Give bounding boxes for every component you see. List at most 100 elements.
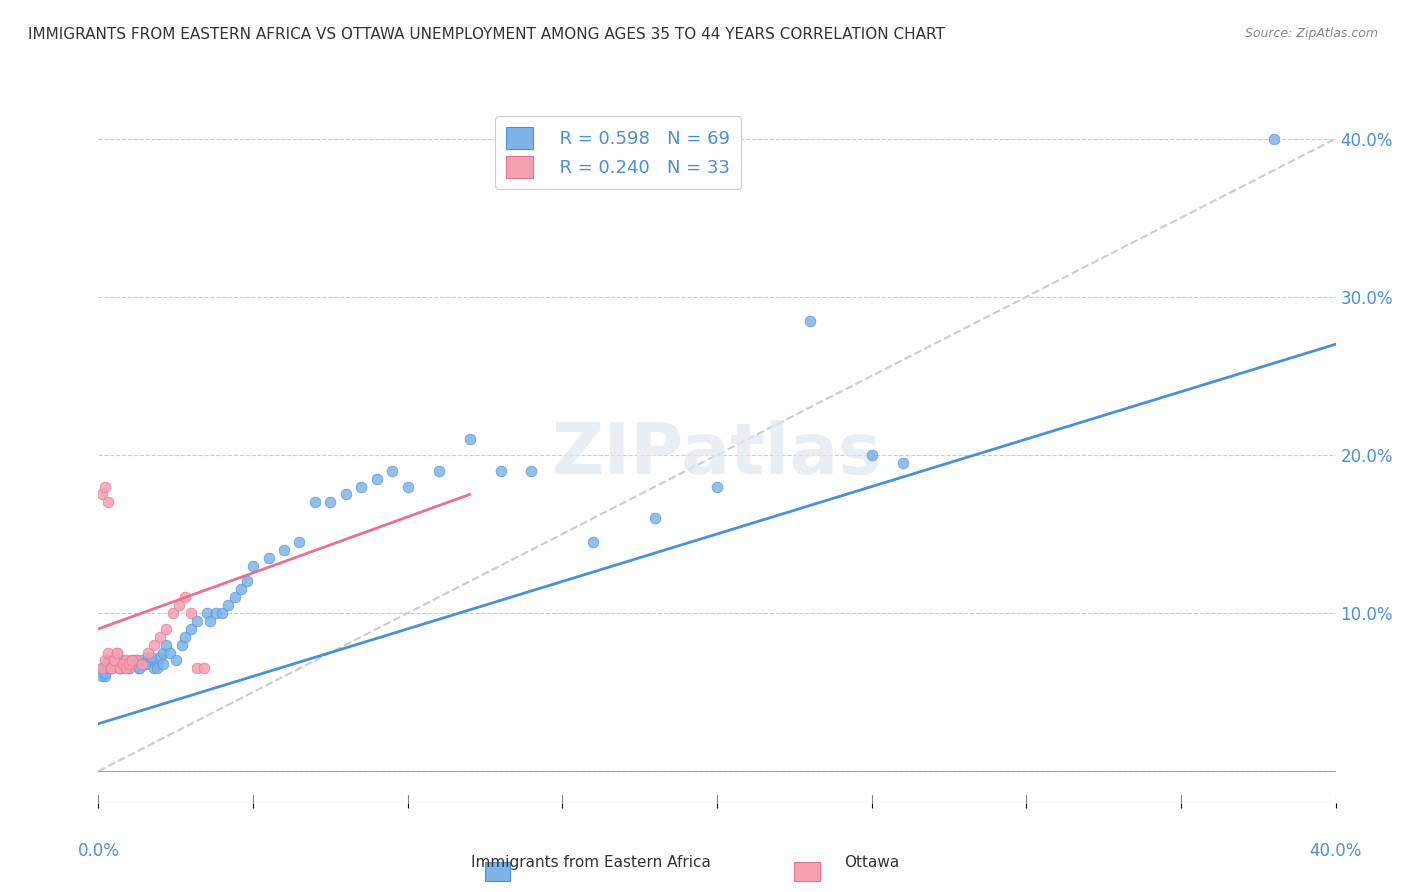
Point [146, 661, 169, 675]
Point [143, 638, 166, 652]
Point [134, 657, 156, 671]
Point [152, 646, 174, 660]
Point [90, 661, 112, 675]
Point [103, 653, 125, 667]
Point [115, 657, 138, 671]
Point [335, 487, 357, 501]
Point [100, 661, 122, 675]
Point [124, 653, 146, 667]
Point [121, 653, 143, 667]
Point [93, 479, 115, 493]
Point [112, 657, 135, 671]
Point [90, 661, 112, 675]
Point [706, 479, 728, 493]
Text: 0.0%: 0.0% [77, 842, 120, 860]
Point [149, 630, 172, 644]
Point [198, 614, 221, 628]
Point [112, 653, 135, 667]
Text: Source: ZipAtlas.com: Source: ZipAtlas.com [1244, 27, 1378, 40]
Point [217, 598, 239, 612]
Point [162, 606, 184, 620]
Point [105, 646, 128, 660]
Point [93, 666, 115, 681]
Point [273, 542, 295, 557]
Point [891, 456, 914, 470]
Point [115, 653, 138, 667]
Point [131, 653, 153, 667]
Point [860, 448, 883, 462]
Point [118, 661, 141, 675]
Point [288, 534, 311, 549]
Text: Ottawa: Ottawa [844, 855, 900, 870]
Point [103, 653, 125, 667]
Point [105, 646, 128, 660]
Point [427, 464, 450, 478]
Point [236, 574, 259, 589]
Point [149, 650, 172, 665]
Point [152, 657, 174, 671]
Point [93, 669, 115, 683]
Point [134, 657, 156, 671]
Point [108, 661, 131, 675]
Point [118, 657, 141, 671]
Point [304, 495, 326, 509]
Point [136, 650, 159, 665]
Point [139, 653, 162, 667]
Legend:   R = 0.598   N = 69,   R = 0.240   N = 33: R = 0.598 N = 69, R = 0.240 N = 33 [495, 116, 741, 189]
Point [174, 591, 197, 605]
Point [366, 472, 388, 486]
Point [93, 653, 115, 667]
Point [205, 606, 228, 620]
Point [136, 646, 159, 660]
Point [350, 479, 373, 493]
Point [108, 661, 131, 675]
Point [170, 638, 193, 652]
Point [90, 669, 112, 683]
Point [115, 657, 138, 671]
Point [124, 653, 146, 667]
Point [105, 653, 128, 667]
Point [582, 534, 605, 549]
Point [180, 622, 202, 636]
Point [118, 661, 141, 675]
Point [644, 511, 666, 525]
Point [211, 606, 233, 620]
Point [319, 495, 342, 509]
Point [195, 606, 218, 620]
Text: Immigrants from Eastern Africa: Immigrants from Eastern Africa [471, 855, 710, 870]
Point [97, 495, 120, 509]
Point [128, 661, 150, 675]
Point [112, 657, 135, 671]
Text: IMMIGRANTS FROM EASTERN AFRICA VS OTTAWA UNEMPLOYMENT AMONG AGES 35 TO 44 YEARS : IMMIGRANTS FROM EASTERN AFRICA VS OTTAWA… [28, 27, 945, 42]
Point [396, 479, 419, 493]
Point [520, 464, 543, 478]
Point [131, 657, 153, 671]
Point [186, 661, 208, 675]
Point [165, 653, 187, 667]
Point [167, 598, 190, 612]
Point [155, 638, 177, 652]
Point [97, 653, 120, 667]
Point [100, 661, 122, 675]
Point [229, 582, 252, 597]
Point [489, 464, 512, 478]
Point [224, 591, 246, 605]
Point [97, 646, 120, 660]
Point [108, 661, 131, 675]
Point [257, 550, 280, 565]
Point [103, 657, 125, 671]
Point [103, 657, 125, 671]
Point [115, 661, 138, 675]
Point [121, 653, 143, 667]
Point [139, 650, 162, 665]
Point [180, 606, 202, 620]
Point [146, 657, 169, 671]
Point [90, 487, 112, 501]
Point [108, 661, 131, 675]
Point [799, 313, 821, 327]
Point [128, 661, 150, 675]
Text: ZIPatlas: ZIPatlas [553, 420, 882, 490]
Point [155, 622, 177, 636]
Point [193, 661, 215, 675]
Point [186, 614, 208, 628]
